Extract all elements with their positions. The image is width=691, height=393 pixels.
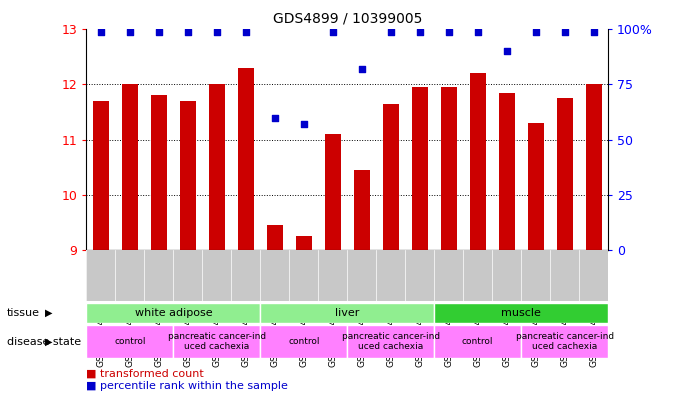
Text: muscle: muscle (501, 308, 541, 318)
Text: pancreatic cancer-ind
uced cachexia: pancreatic cancer-ind uced cachexia (341, 332, 439, 351)
Bar (86, 325, 173, 358)
Bar (470, 73, 486, 250)
Text: ▶: ▶ (45, 308, 53, 318)
Point (472, 29, 483, 35)
Text: control: control (114, 337, 146, 346)
Point (443, 29, 454, 35)
Bar (261, 325, 347, 358)
Bar (585, 84, 602, 250)
Text: liver: liver (335, 308, 359, 318)
Bar (521, 325, 608, 358)
Point (153, 29, 164, 35)
Point (385, 29, 396, 35)
Point (240, 29, 252, 35)
Bar (93, 101, 109, 250)
Point (124, 29, 135, 35)
Text: white adipose: white adipose (135, 308, 212, 318)
Point (299, 121, 310, 127)
Text: ▶: ▶ (45, 337, 53, 347)
Point (530, 29, 541, 35)
Bar (151, 95, 167, 250)
Bar (261, 303, 434, 323)
Bar (434, 303, 608, 323)
Bar (238, 68, 254, 250)
Bar (347, 325, 434, 358)
Point (182, 29, 193, 35)
Bar (122, 84, 138, 250)
Bar (267, 225, 283, 250)
Point (95, 29, 106, 35)
Bar (180, 101, 196, 250)
Point (356, 66, 367, 72)
Title: GDS4899 / 10399005: GDS4899 / 10399005 (272, 11, 422, 26)
Text: control: control (288, 337, 319, 346)
Bar (441, 87, 457, 250)
Bar (296, 236, 312, 250)
Text: ■ transformed count: ■ transformed count (86, 369, 204, 379)
Bar (354, 170, 370, 250)
Bar (383, 104, 399, 250)
Bar (499, 93, 515, 250)
Point (211, 29, 223, 35)
Text: ■ percentile rank within the sample: ■ percentile rank within the sample (86, 381, 288, 391)
Bar (325, 134, 341, 250)
Bar (557, 98, 573, 250)
Bar (173, 325, 261, 358)
Point (269, 114, 281, 121)
Point (501, 48, 512, 55)
Text: pancreatic cancer-ind
uced cachexia: pancreatic cancer-ind uced cachexia (515, 332, 614, 351)
Bar (209, 84, 225, 250)
Point (588, 29, 599, 35)
Text: disease state: disease state (7, 337, 81, 347)
Point (328, 29, 339, 35)
Bar (528, 123, 544, 250)
Text: tissue: tissue (7, 308, 40, 318)
Point (559, 29, 570, 35)
Text: pancreatic cancer-ind
uced cachexia: pancreatic cancer-ind uced cachexia (168, 332, 266, 351)
Point (414, 29, 425, 35)
Text: control: control (462, 337, 493, 346)
Bar (86, 303, 261, 323)
Bar (412, 87, 428, 250)
Bar (434, 325, 521, 358)
